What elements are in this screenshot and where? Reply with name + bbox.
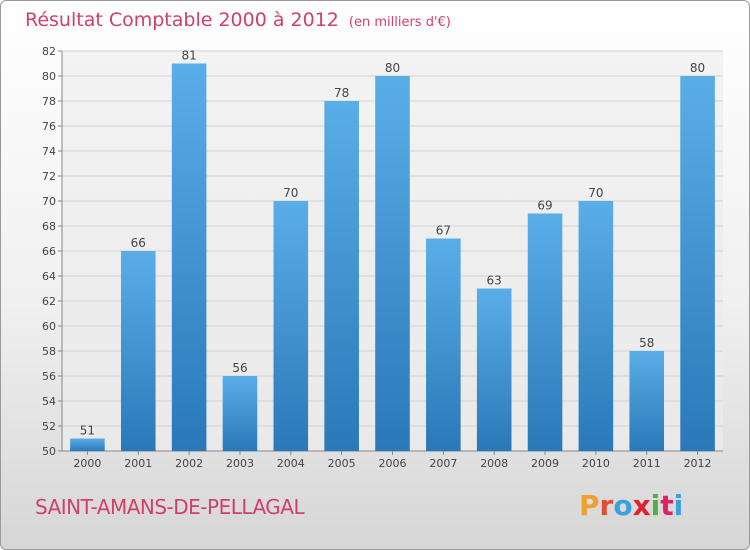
x-tick-label: 2004	[277, 457, 305, 470]
x-tick-label: 2006	[379, 457, 407, 470]
x-tick-label: 2008	[480, 457, 508, 470]
bars	[70, 63, 715, 451]
chart-unit: (en milliers d'€)	[348, 15, 451, 30]
bar-value-label: 80	[385, 61, 400, 75]
bar-value-label: 80	[690, 61, 705, 75]
x-tick-label: 2007	[429, 457, 457, 470]
logo-letter: x	[632, 489, 651, 522]
x-tick-label: 2010	[582, 457, 610, 470]
y-tick-label: 76	[42, 120, 56, 133]
bar-2005	[324, 101, 359, 451]
logo-letter: P	[579, 489, 600, 522]
bar-2001	[120, 251, 156, 451]
bar-value-label: 70	[283, 186, 298, 200]
bar-2000	[70, 438, 105, 451]
y-tick-label: 68	[42, 220, 56, 233]
y-tick-label: 50	[42, 445, 56, 458]
y-tick-label: 70	[42, 195, 56, 208]
bar-value-label: 78	[334, 86, 349, 100]
y-tick-label: 64	[42, 270, 56, 283]
bar-value-label: 66	[131, 236, 146, 250]
y-tick-label: 72	[42, 170, 56, 183]
y-tick-label: 60	[42, 320, 56, 333]
x-tick-label: 2005	[328, 457, 356, 470]
x-tick-label: 2001	[124, 457, 152, 470]
x-tick-label: 2009	[531, 457, 559, 470]
x-tick-label: 2003	[226, 457, 254, 470]
y-tick-label: 82	[42, 45, 56, 58]
bar-value-label: 51	[80, 424, 95, 438]
bar-2009	[527, 213, 563, 451]
logo-letter: i	[650, 489, 661, 522]
y-tick-label: 54	[42, 395, 56, 408]
bar-2010	[578, 201, 614, 451]
logo-letter: r	[599, 489, 614, 522]
bar-value-label: 70	[588, 186, 603, 200]
bar-2007	[426, 238, 461, 451]
bar-2012	[680, 76, 715, 451]
bar-2004	[273, 201, 309, 451]
y-tick-label: 58	[42, 345, 56, 358]
bar-value-label: 58	[639, 336, 654, 350]
y-tick-label: 78	[42, 95, 56, 108]
proxiti-logo: Proxiti	[579, 489, 683, 522]
x-tick-label: 2011	[633, 457, 661, 470]
chart-title-text: Résultat Comptable 2000 à 2012	[25, 9, 339, 31]
y-tick-label: 66	[42, 245, 56, 258]
x-tick-label: 2002	[175, 457, 203, 470]
y-tick-label: 74	[42, 145, 56, 158]
place-name: SAINT-AMANS-DE-PELLAGAL	[35, 495, 305, 519]
bar-value-label: 56	[232, 361, 247, 375]
bar-2008	[476, 288, 512, 451]
bar-value-label: 63	[487, 274, 502, 288]
chart-title: Résultat Comptable 2000 à 2012 (en millie…	[25, 9, 451, 31]
x-tick-label: 2012	[684, 457, 712, 470]
x-tick-label: 2000	[73, 457, 101, 470]
logo-letter: i	[673, 489, 684, 522]
bar-2011	[629, 351, 665, 451]
y-tick-label: 56	[42, 370, 56, 383]
labels: 50 52 54 56 58 60 62 64 66 68 70 72 74 76 78 80 82 51 2000…	[42, 45, 712, 470]
y-tick-label: 80	[42, 70, 56, 83]
y-tick-label: 62	[42, 295, 56, 308]
logo-letter: t	[660, 489, 674, 522]
y-tick-label: 52	[42, 420, 56, 433]
bar-value-label: 67	[436, 224, 451, 238]
bar-2003	[222, 376, 258, 451]
bar-2002	[171, 63, 207, 451]
bar-2006	[375, 76, 410, 451]
logo-letter: o	[613, 489, 633, 522]
bar-value-label: 81	[181, 49, 196, 63]
bar-value-label: 69	[537, 199, 552, 213]
